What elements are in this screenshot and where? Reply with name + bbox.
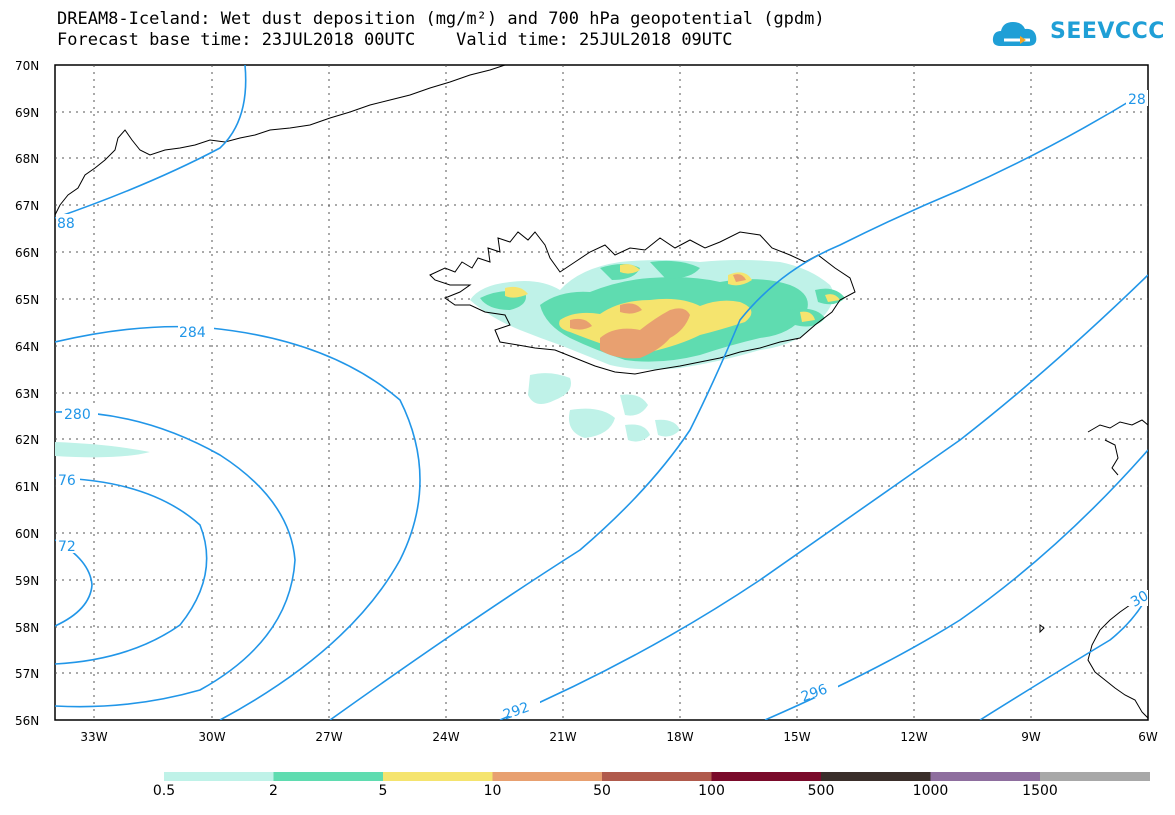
lon-label: 30W (198, 730, 225, 744)
legend-swatch (164, 772, 274, 781)
contour-labels: 284 280 76 72 88 28 292 296 30 (56, 90, 1152, 724)
contour-label-280: 280 (64, 407, 91, 423)
lon-label: 33W (80, 730, 107, 744)
legend-swatch (711, 772, 822, 781)
contour-284 (55, 325, 421, 720)
legend-swatch (1040, 772, 1150, 781)
lon-label: 9W (1021, 730, 1041, 744)
longitude-labels: 33W 30W 27W 24W 21W 18W 15W 12W 9W 6W (80, 730, 1157, 744)
lon-label: 6W (1138, 730, 1158, 744)
lat-label: 69N (15, 106, 39, 120)
lon-label: 18W (666, 730, 693, 744)
geopotential-contours (55, 65, 1148, 720)
coastlines (55, 65, 1148, 719)
legend-swatch (930, 772, 1041, 781)
contour-label-284: 284 (179, 325, 206, 341)
legend-label: 5 (378, 783, 388, 799)
lat-label: 67N (15, 199, 39, 213)
greenland-coast (55, 65, 506, 216)
contour-288-main (329, 94, 1141, 720)
lon-label: 15W (783, 730, 810, 744)
legend-label: 500 (807, 783, 835, 799)
lat-label: 56N (15, 714, 39, 728)
cloud-logo-icon (992, 22, 1037, 46)
contour-label-288-east: 28 (1128, 92, 1146, 108)
contour-276 (55, 477, 208, 665)
contour-280 (55, 411, 296, 708)
contour-300 (979, 594, 1148, 720)
legend-label: 50 (593, 783, 611, 799)
contour-292 (499, 274, 1148, 720)
lon-label: 24W (432, 730, 459, 744)
lat-label: 65N (15, 293, 39, 307)
lat-label: 64N (15, 340, 39, 354)
legend-swatch (492, 772, 603, 781)
legend-label: 2 (269, 783, 278, 799)
lat-label: 58N (15, 621, 39, 635)
legend-swatch (383, 772, 493, 781)
logo-text: SEEVCCC (1050, 19, 1165, 44)
lat-label: 66N (15, 246, 39, 260)
lon-label: 12W (900, 730, 927, 744)
contour-label-300: 30 (1128, 588, 1151, 611)
norway-coast (1087, 589, 1148, 719)
iceland-coast (429, 231, 856, 375)
latitude-labels: 70N 69N 68N 67N 66N 65N 64N 63N 62N 61N … (15, 59, 39, 728)
legend-label: 100 (698, 783, 725, 799)
contour-288-west (55, 65, 247, 219)
lat-label: 62N (15, 433, 39, 447)
lat-label: 59N (15, 574, 39, 588)
legend-label: 0.5 (152, 783, 176, 799)
map-subtitle: Forecast base time: 23JUL2018 00UTC Vali… (57, 30, 733, 50)
faroe-islands (1087, 419, 1148, 476)
lat-label: 57N (15, 667, 39, 681)
legend-colorbar (164, 772, 1150, 781)
legend-label: 1000 (912, 783, 949, 799)
contour-label-288-west: 88 (57, 216, 75, 232)
lon-label: 27W (315, 730, 342, 744)
dust-deposition-field (470, 260, 845, 442)
lat-label: 63N (15, 387, 39, 401)
lat-label: 61N (15, 480, 39, 494)
map-title: DREAM8-Iceland: Wet dust deposition (mg/… (57, 9, 825, 29)
legend-label: 1500 (1022, 783, 1058, 799)
legend-swatch (602, 772, 712, 781)
lat-label: 68N (15, 152, 39, 166)
legend-label: 10 (483, 783, 502, 799)
contour-label-272: 72 (58, 539, 76, 555)
lon-label: 21W (549, 730, 576, 744)
lat-label: 60N (15, 527, 39, 541)
lat-label: 70N (15, 59, 39, 73)
contour-label-276: 76 (58, 473, 76, 489)
legend-swatch (821, 772, 931, 781)
legend-swatch (273, 772, 384, 781)
dust-patch-west (55, 442, 150, 458)
